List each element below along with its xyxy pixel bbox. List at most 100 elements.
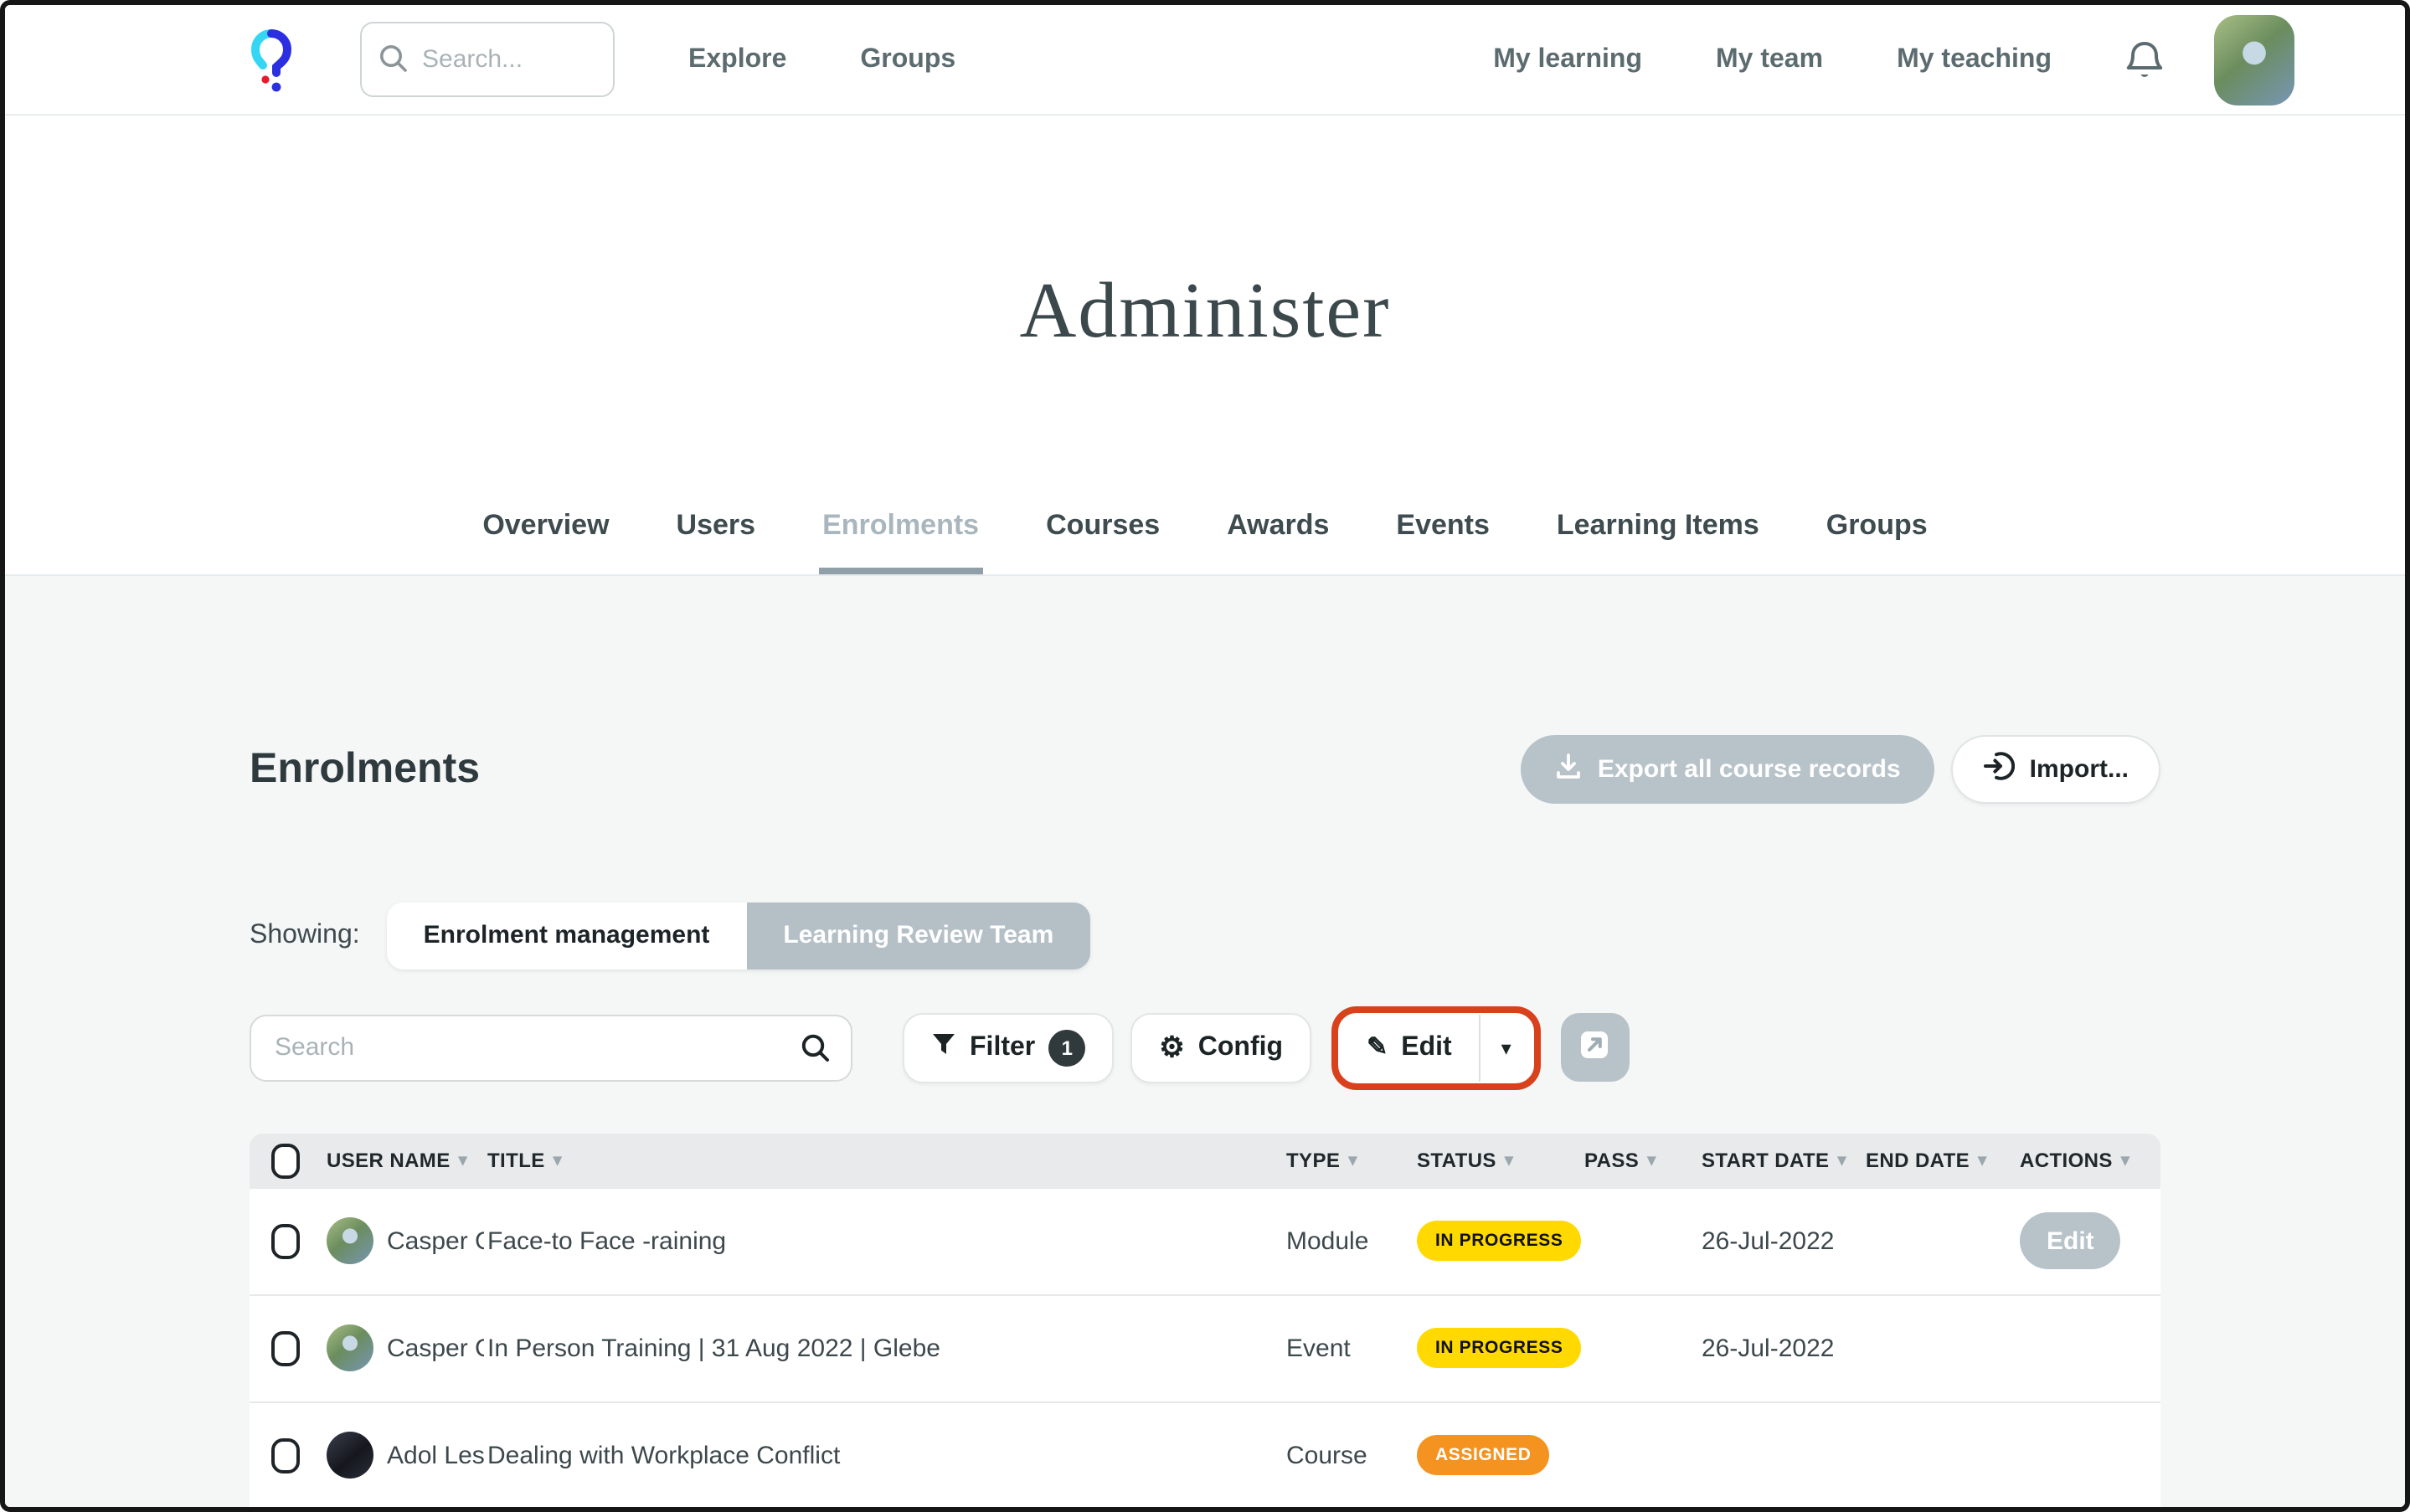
column-header-user-name[interactable]: USER NAME ▾: [327, 1149, 468, 1173]
import-button-label: Import...: [2029, 755, 2129, 784]
edit-button[interactable]: ✎ Edit: [1340, 1014, 1479, 1082]
export-all-course-records-button[interactable]: Export all course records: [1520, 735, 1934, 805]
sort-arrow-icon: ▾: [1647, 1151, 1656, 1170]
status-badge: ASSIGNED: [1417, 1435, 1550, 1476]
row-edit-button[interactable]: Edit: [2020, 1212, 2121, 1270]
column-header-pass[interactable]: PASS ▾: [1584, 1149, 1656, 1173]
title-cell: In Person Training | 31 Aug 2022 | Glebe: [487, 1335, 1286, 1363]
user-cell: Adol Leste: [327, 1432, 487, 1479]
sort-arrow-icon: ▾: [2120, 1151, 2130, 1170]
row-checkbox[interactable]: [271, 1223, 300, 1259]
enrolments-panel: Enrolments Export all course records Imp…: [5, 576, 2405, 1507]
page-title: Administer: [1019, 268, 1391, 356]
table-search: [250, 1014, 852, 1082]
title-cell: Dealing with Workplace Conflict: [487, 1442, 1286, 1470]
open-external-button[interactable]: [1560, 1013, 1630, 1083]
user-cell: Casper C: [327, 1217, 487, 1265]
import-button[interactable]: Import...: [1950, 735, 2160, 805]
select-all-checkbox[interactable]: [271, 1143, 300, 1179]
tab-overview[interactable]: Overview: [482, 509, 610, 542]
nav-link-my-teaching[interactable]: My teaching: [1897, 44, 2052, 73]
table-row: Adol LesteDealing with Workplace Conflic…: [250, 1402, 2160, 1507]
brand-logo-icon[interactable]: [250, 26, 293, 93]
filter-icon: [931, 1031, 956, 1065]
nav-link-explore[interactable]: Explore: [688, 44, 787, 73]
edit-dropdown-caret[interactable]: ▾: [1478, 1014, 1532, 1082]
table-row: Casper C In Person Training | 31 Aug 2022…: [250, 1295, 2160, 1403]
table-row: Casper C Face-to Face -raining Module IN PR…: [250, 1188, 2160, 1296]
column-header-type[interactable]: TYPE ▾: [1286, 1149, 1357, 1173]
tab-groups[interactable]: Groups: [1826, 509, 1928, 542]
table-toolbar: Filter 1 ⚙ Config ✎ Edit ▾: [250, 1005, 2160, 1090]
column-header-actions[interactable]: ACTIONS ▾: [2020, 1149, 2130, 1173]
tab-users[interactable]: Users: [676, 509, 756, 542]
segment-enrolment-management[interactable]: Enrolment management: [386, 902, 747, 969]
import-icon: [1983, 750, 2015, 789]
enrolment-title: Dealing with Workplace Conflict: [487, 1441, 841, 1470]
external-link-icon: [1580, 1031, 1610, 1066]
primary-nav-right: My learning My team My teaching: [1493, 44, 2052, 75]
panel-header: Enrolments Export all course records Imp…: [250, 711, 2160, 829]
table-search-input[interactable]: [250, 1014, 852, 1082]
table-body: Casper C Face-to Face -raining Module IN PR…: [250, 1188, 2160, 1507]
type-cell: Course: [1286, 1441, 1367, 1470]
global-search: [360, 22, 615, 97]
enrolments-table: USER NAME ▾ TITLE ▾ TYPE ▾ STATUS ▾ PASS ▾ ST…: [250, 1133, 2160, 1507]
title-cell: Face-to Face -raining: [487, 1227, 1286, 1256]
admin-tabs: Overview Users Enrolments Courses Awards Even…: [5, 510, 2405, 575]
config-button[interactable]: ⚙ Config: [1130, 1012, 1312, 1083]
gear-icon: ⚙: [1159, 1031, 1185, 1064]
status-cell: ASSIGNED: [1417, 1435, 1584, 1476]
user-cell: Casper C: [327, 1324, 487, 1372]
filter-button[interactable]: Filter 1: [903, 1012, 1115, 1083]
download-icon: [1554, 752, 1583, 787]
tab-courses[interactable]: Courses: [1046, 509, 1161, 542]
user-avatar[interactable]: [2214, 14, 2294, 105]
row-checkbox[interactable]: [271, 1437, 300, 1473]
showing-row: Showing: Enrolment management Learning Re…: [250, 902, 2160, 969]
enrolment-title: In Person Training | 31 Aug 2022 | Glebe: [487, 1334, 940, 1363]
column-header-start-date[interactable]: START DATE ▾: [1702, 1149, 1846, 1173]
section-title: Enrolments: [250, 745, 481, 793]
status-badge: IN PROGRESS: [1417, 1328, 1582, 1369]
actions-cell: Edit: [2020, 1212, 2160, 1270]
panel-header-actions: Export all course records Import...: [1520, 735, 2160, 805]
column-header-status[interactable]: STATUS ▾: [1417, 1149, 1514, 1173]
sort-arrow-icon: ▾: [1348, 1151, 1357, 1170]
config-button-label: Config: [1197, 1032, 1284, 1062]
status-badge: IN PROGRESS: [1417, 1221, 1582, 1262]
search-icon: [378, 44, 409, 82]
sort-arrow-icon: ▾: [458, 1151, 468, 1170]
type-cell: Module: [1286, 1227, 1369, 1256]
filter-count-badge: 1: [1048, 1029, 1086, 1067]
sort-arrow-icon: ▾: [553, 1151, 563, 1170]
segment-learning-review-team[interactable]: Learning Review Team: [746, 902, 1091, 969]
nav-link-my-learning[interactable]: My learning: [1493, 44, 1642, 73]
column-header-end-date[interactable]: END DATE ▾: [1866, 1149, 1987, 1173]
row-checkbox[interactable]: [271, 1330, 300, 1366]
tab-events[interactable]: Events: [1396, 509, 1490, 542]
row-avatar: [327, 1324, 373, 1372]
edit-button-label: Edit: [1401, 1032, 1452, 1062]
top-nav-bar: Explore Groups My learning My team My teach…: [5, 5, 2405, 116]
nav-link-my-team[interactable]: My team: [1716, 44, 1824, 73]
sort-arrow-icon: ▾: [1978, 1151, 1987, 1170]
view-segmented-control: Enrolment management Learning Review Team: [386, 902, 1091, 969]
table-header-row: USER NAME ▾ TITLE ▾ TYPE ▾ STATUS ▾ PASS ▾ ST…: [250, 1133, 2160, 1189]
row-avatar: [327, 1217, 373, 1265]
start-date-cell: 26-Jul-2022: [1702, 1334, 1835, 1363]
status-cell: IN PROGRESS: [1417, 1221, 1584, 1262]
tab-learning-items[interactable]: Learning Items: [1556, 509, 1759, 542]
sort-arrow-icon: ▾: [1504, 1151, 1514, 1170]
global-search-input[interactable]: [360, 22, 615, 97]
showing-label: Showing:: [250, 920, 360, 949]
nav-link-groups[interactable]: Groups: [860, 44, 956, 73]
tab-enrolments[interactable]: Enrolments: [819, 510, 983, 575]
column-header-title[interactable]: TITLE ▾: [487, 1149, 563, 1173]
administer-hero: Administer Overview Users Enrolments Course…: [5, 116, 2405, 577]
type-cell: Event: [1286, 1334, 1351, 1363]
sort-arrow-icon: ▾: [1837, 1151, 1846, 1170]
tab-awards[interactable]: Awards: [1227, 509, 1330, 542]
notifications-bell-icon[interactable]: [2125, 38, 2164, 81]
